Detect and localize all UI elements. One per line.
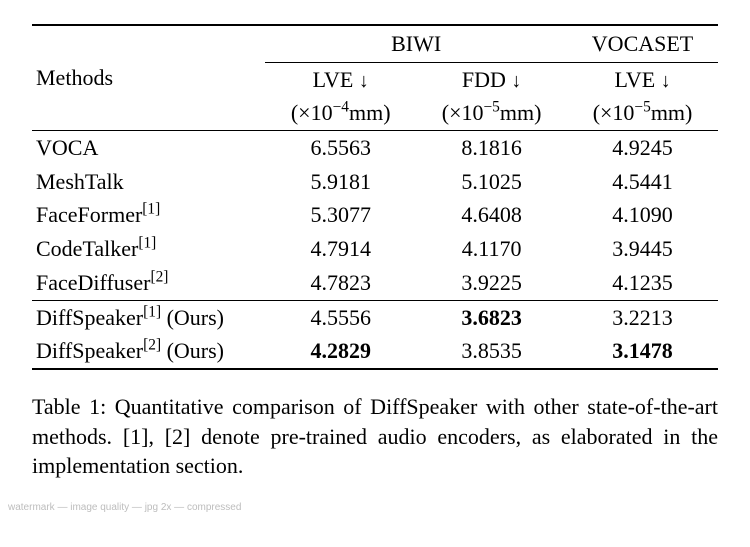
metric-value: 4.5556 (265, 300, 416, 334)
table-row: MeshTalk5.91815.10254.5441 (32, 165, 718, 199)
arrow-down-icon: ↓ (661, 70, 671, 92)
arrow-down-icon: ↓ (511, 70, 521, 92)
method-name: MeshTalk (32, 165, 265, 199)
metric-value: 3.2213 (567, 300, 718, 334)
metric-value: 4.5441 (567, 165, 718, 199)
metric-value: 3.9225 (416, 266, 567, 300)
metric-value: 4.7914 (265, 232, 416, 266)
method-ref: [2] (150, 269, 168, 286)
methods-header: Methods (32, 25, 265, 131)
metric-value: 4.1170 (416, 232, 567, 266)
metric-unit-1: (×10−5mm) (416, 96, 567, 130)
metric-name-1: FDD (462, 67, 506, 92)
metric-value: 3.9445 (567, 232, 718, 266)
table-row: FaceDiffuser[2]4.78233.92254.1235 (32, 266, 718, 300)
metric-name-0: LVE (313, 67, 354, 92)
caption-sep: , (148, 424, 164, 449)
caption-ref-1: [1] (123, 424, 149, 449)
metric-value: 3.1478 (567, 334, 718, 369)
metric-header-1: FDD ↓ (416, 62, 567, 96)
metric-value: 4.2829 (265, 334, 416, 369)
watermark-text: watermark — image quality — jpg 2x — com… (8, 502, 241, 513)
group-header-vocaset: VOCASET (567, 25, 718, 62)
caption-label: Table 1: (32, 394, 106, 419)
metric-value: 3.8535 (416, 334, 567, 369)
metric-value: 4.1090 (567, 198, 718, 232)
metric-name-2: LVE (614, 67, 655, 92)
caption-ref-2: [2] (165, 424, 191, 449)
table-row: FaceFormer[1]5.30774.64084.1090 (32, 198, 718, 232)
method-ref: [1] (142, 201, 160, 218)
method-name: DiffSpeaker[1] (Ours) (32, 300, 265, 334)
metric-value: 4.6408 (416, 198, 567, 232)
group-header-biwi: BIWI (265, 25, 567, 62)
method-name: VOCA (32, 131, 265, 165)
table-row: CodeTalker[1]4.79144.11703.9445 (32, 232, 718, 266)
metric-header-2: LVE ↓ (567, 62, 718, 96)
metric-value: 3.6823 (416, 300, 567, 334)
method-name: DiffSpeaker[2] (Ours) (32, 334, 265, 369)
metric-value: 5.1025 (416, 165, 567, 199)
metric-value: 4.1235 (567, 266, 718, 300)
metric-value: 4.7823 (265, 266, 416, 300)
metric-value: 8.1816 (416, 131, 567, 165)
table-row: DiffSpeaker[2] (Ours)4.28293.85353.1478 (32, 334, 718, 369)
table-caption: Table 1: Quantitative comparison of Diff… (32, 392, 718, 481)
method-name: CodeTalker[1] (32, 232, 265, 266)
table-row: VOCA6.55638.18164.9245 (32, 131, 718, 165)
metric-value: 6.5563 (265, 131, 416, 165)
table-row: DiffSpeaker[1] (Ours)4.55563.68233.2213 (32, 300, 718, 334)
metric-unit-0: (×10−4mm) (265, 96, 416, 130)
results-table: Methods BIWI VOCASET LVE ↓ FDD ↓ LVE ↓ (… (32, 24, 718, 370)
method-ref: [1] (138, 235, 156, 252)
method-ref: [1] (143, 303, 161, 320)
metric-value: 5.9181 (265, 165, 416, 199)
metric-value: 5.3077 (265, 198, 416, 232)
metric-value: 4.9245 (567, 131, 718, 165)
method-ref: [2] (143, 337, 161, 354)
metric-unit-2: (×10−5mm) (567, 96, 718, 130)
metric-header-0: LVE ↓ (265, 62, 416, 96)
method-name: FaceDiffuser[2] (32, 266, 265, 300)
method-name: FaceFormer[1] (32, 198, 265, 232)
arrow-down-icon: ↓ (359, 70, 369, 92)
